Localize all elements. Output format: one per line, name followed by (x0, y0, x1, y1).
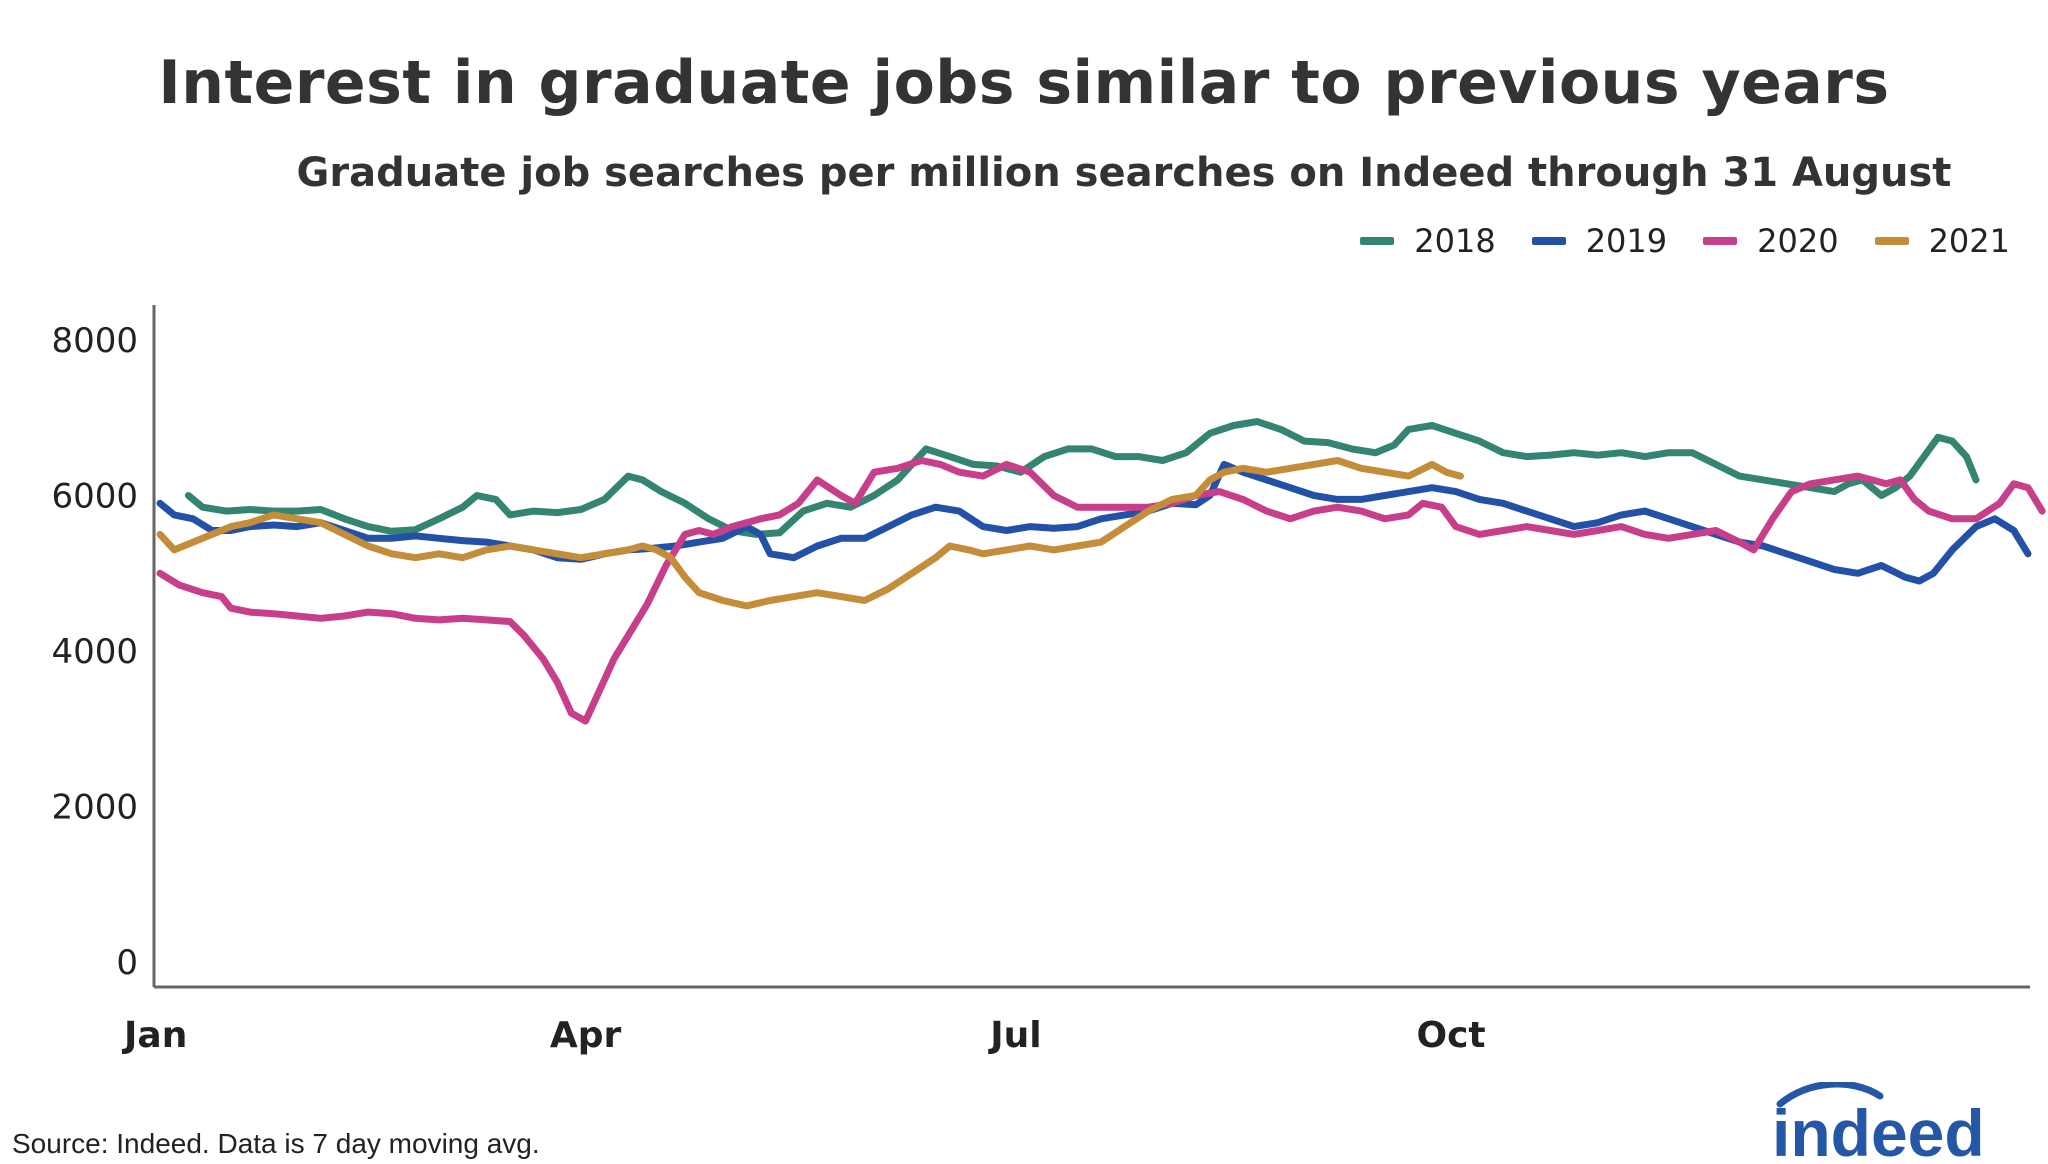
y-tick-label: 0 (116, 943, 138, 983)
x-tick-label: Jul (987, 1015, 1041, 1056)
series-line-2021 (156, 457, 1464, 610)
legend-swatch-2020 (1703, 237, 1738, 245)
x-tick-label: Oct (1416, 1015, 1485, 1056)
y-tick-label: 8000 (51, 321, 138, 361)
y-tick-label: 6000 (51, 477, 138, 517)
source-note: Source: Indeed. Data is 7 day moving avg… (12, 1128, 540, 1159)
y-tick-label: 4000 (51, 632, 138, 672)
chart-title: Interest in graduate jobs similar to pre… (158, 48, 1890, 118)
legend-item-2018: 2018 (1360, 222, 1496, 260)
series-line-2020 (156, 457, 2046, 725)
series-line-2019 (156, 460, 2032, 585)
svg-text:indeed: indeed (1772, 1096, 1985, 1162)
indeed-logo: indeed (1772, 1082, 1985, 1162)
legend-swatch-2018 (1360, 237, 1395, 245)
chart-subtitle: Graduate job searches per million search… (296, 150, 1952, 196)
legend-label-2020: 2020 (1757, 222, 1839, 260)
x-tick-label: Jan (121, 1015, 187, 1056)
legend-item-2020: 2020 (1703, 222, 1839, 260)
legend-swatch-2021 (1874, 237, 1909, 245)
chart-legend: 2018 2019 2020 2021 (1360, 222, 2010, 260)
series-line-2018 (184, 418, 1980, 538)
y-tick-label: 2000 (51, 788, 138, 828)
legend-label-2018: 2018 (1414, 222, 1496, 260)
legend-label-2019: 2019 (1585, 222, 1668, 260)
legend-label-2021: 2021 (1928, 222, 2010, 260)
x-tick-label: Apr (550, 1015, 622, 1056)
legend-swatch-2019 (1531, 237, 1566, 245)
legend-item-2021: 2021 (1874, 222, 2010, 260)
legend-item-2019: 2019 (1531, 222, 1668, 260)
